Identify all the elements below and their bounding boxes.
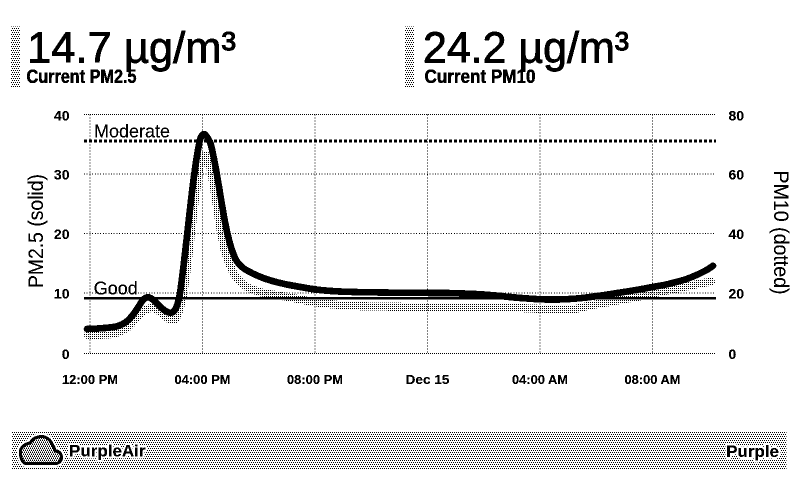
svg-text:Current PM10: Current PM10 bbox=[425, 67, 536, 88]
svg-text:80: 80 bbox=[729, 108, 745, 124]
svg-text:40: 40 bbox=[729, 226, 745, 242]
svg-text:20: 20 bbox=[729, 286, 745, 302]
svg-text:Good: Good bbox=[94, 279, 138, 299]
svg-text:20: 20 bbox=[54, 226, 70, 242]
svg-text:0: 0 bbox=[62, 346, 70, 362]
svg-text:Dec 15: Dec 15 bbox=[406, 372, 450, 387]
svg-text:Purple: Purple bbox=[726, 442, 779, 461]
svg-text:40: 40 bbox=[54, 108, 70, 124]
svg-text:10: 10 bbox=[54, 286, 70, 302]
svg-text:Moderate: Moderate bbox=[94, 122, 170, 142]
svg-text:Current PM2.5: Current PM2.5 bbox=[27, 67, 137, 88]
svg-text:08:00 AM: 08:00 AM bbox=[625, 372, 681, 387]
svg-text:60: 60 bbox=[729, 167, 745, 183]
svg-text:12:00 PM: 12:00 PM bbox=[62, 372, 118, 387]
svg-text:0: 0 bbox=[729, 346, 737, 362]
svg-text:04:00 AM: 04:00 AM bbox=[512, 372, 568, 387]
svg-text:30: 30 bbox=[54, 167, 70, 183]
svg-text:14.7 µg/m³: 14.7 µg/m³ bbox=[27, 24, 236, 73]
svg-text:04:00 PM: 04:00 PM bbox=[175, 372, 231, 387]
svg-text:PM2.5 (solid): PM2.5 (solid) bbox=[25, 174, 48, 288]
svg-text:PM10 (dotted): PM10 (dotted) bbox=[769, 171, 792, 295]
svg-text:24.2 µg/m³: 24.2 µg/m³ bbox=[423, 24, 629, 73]
svg-text:08:00 PM: 08:00 PM bbox=[287, 372, 343, 387]
svg-text:PurpleAir: PurpleAir bbox=[69, 442, 146, 461]
